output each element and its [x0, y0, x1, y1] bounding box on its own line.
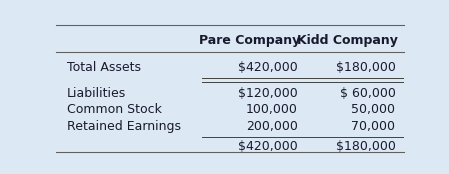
Text: Total Assets: Total Assets — [66, 61, 141, 74]
Text: Pare Company: Pare Company — [199, 34, 301, 47]
Text: 70,000: 70,000 — [352, 120, 396, 133]
Text: $180,000: $180,000 — [335, 61, 396, 74]
Text: Liabilities: Liabilities — [66, 87, 126, 100]
Text: 100,000: 100,000 — [246, 104, 298, 116]
Text: $420,000: $420,000 — [238, 61, 298, 74]
Text: $420,000: $420,000 — [238, 140, 298, 153]
Text: $120,000: $120,000 — [238, 87, 298, 100]
Text: $ 60,000: $ 60,000 — [339, 87, 396, 100]
Text: Common Stock: Common Stock — [66, 104, 162, 116]
Text: $180,000: $180,000 — [335, 140, 396, 153]
Text: Retained Earnings: Retained Earnings — [66, 120, 180, 133]
Text: 200,000: 200,000 — [246, 120, 298, 133]
Text: 50,000: 50,000 — [352, 104, 396, 116]
Text: Kidd Company: Kidd Company — [297, 34, 398, 47]
